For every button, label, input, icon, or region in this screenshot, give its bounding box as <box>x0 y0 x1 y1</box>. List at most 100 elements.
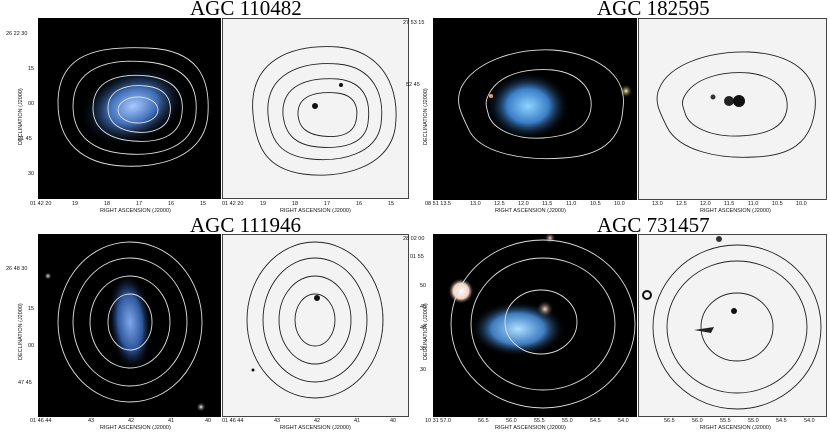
ytick: 21 45 <box>18 136 32 142</box>
hi-peak-marker <box>724 96 734 106</box>
hi-contours-map-agc-111946 <box>246 241 384 399</box>
xtick: 40 <box>390 418 397 424</box>
hi-map-agc-110482 <box>222 18 409 199</box>
xlabel-agc-182595: RIGHT ASCENSION (J2000) <box>495 208 566 214</box>
ytick: 00 <box>28 101 35 107</box>
xtick: 55.0 <box>562 418 573 424</box>
xlabel-agc-731457: RIGHT ASCENSION (J2000) <box>495 425 566 431</box>
ytick: 00 <box>28 343 35 349</box>
xtick: 18 <box>292 201 299 207</box>
xtick: 55.5 <box>534 418 545 424</box>
xtick: 01 42 20 <box>222 201 244 207</box>
xtick: 11.0 <box>566 201 577 207</box>
xtick: 55.0 <box>748 418 759 424</box>
xtick: 42 <box>314 418 321 424</box>
xtick: 17 <box>324 201 331 207</box>
xlabel-right-agc-182595: RIGHT ASCENSION (J2000) <box>700 208 771 214</box>
xtick: 54.0 <box>804 418 815 424</box>
ytick: 47 45 <box>18 380 32 386</box>
xtick: 12.5 <box>676 201 687 207</box>
ytick: 45 <box>420 304 427 310</box>
xtick: 43 <box>274 418 281 424</box>
xtick: 55.5 <box>720 418 731 424</box>
xtick: 01 46 44 <box>30 418 52 424</box>
xlabel-right-agc-731457: RIGHT ASCENSION (J2000) <box>700 425 771 431</box>
xtick: 11.5 <box>542 201 553 207</box>
figure-title-agc-182595: AGC 182595 <box>597 0 710 20</box>
hi-contours-map-agc-110482 <box>252 46 397 176</box>
xtick: 18 <box>104 201 111 207</box>
ytick: 30 <box>420 367 427 373</box>
xtick: 08 51 13.5 <box>425 201 451 207</box>
figure-title-agc-111946: AGC 111946 <box>190 213 302 237</box>
xtick: 56.5 <box>664 418 675 424</box>
xtick: 15 <box>200 201 207 207</box>
xtick: 11.5 <box>724 201 735 207</box>
optical-image-agc-111946 <box>38 234 221 417</box>
hi-contours-map-agc-731457 <box>642 236 822 410</box>
xtick: 41 <box>354 418 361 424</box>
xtick: 54.5 <box>776 418 787 424</box>
optical-image-agc-182595 <box>433 18 637 200</box>
hi-map-agc-111946 <box>222 234 409 417</box>
ytick: 28 02 00 <box>403 236 425 242</box>
hi-peak-marker <box>731 308 737 314</box>
xtick: 54.0 <box>618 418 629 424</box>
xlabel-right-agc-110482: RIGHT ASCENSION (J2000) <box>280 208 351 214</box>
xtick: 43 <box>88 418 95 424</box>
hi-contours-optical-agc-111946 <box>44 241 206 412</box>
hi-contours-optical-agc-731457 <box>448 234 636 409</box>
hi-map-agc-182595 <box>638 18 827 200</box>
xlabel-right-agc-111946: RIGHT ASCENSION (J2000) <box>280 425 351 431</box>
xtick: 10 31 57.0 <box>425 418 451 424</box>
xtick: 19 <box>72 201 79 207</box>
xtick: 15 <box>388 201 395 207</box>
ytick: 30 <box>28 171 35 177</box>
xtick: 54.5 <box>590 418 601 424</box>
xtick: 01 46 44 <box>222 418 244 424</box>
ytick: 27 53 15 <box>403 20 425 26</box>
ytick: 26 22 30 <box>6 31 28 37</box>
hi-peak-marker <box>314 295 320 301</box>
ylabel-agc-111946: DECLINATION (J2000) <box>18 303 24 360</box>
xtick: 13.0 <box>652 201 663 207</box>
xtick: 42 <box>128 418 135 424</box>
ytick: 26 48 30 <box>6 266 28 272</box>
ytick: 01 55 <box>410 254 424 260</box>
xtick: 10.5 <box>772 201 783 207</box>
xtick: 10.0 <box>796 201 807 207</box>
ytick: 52 45 <box>406 82 420 88</box>
xtick: 10.0 <box>614 201 625 207</box>
optical-image-agc-110482 <box>38 18 221 199</box>
xtick: 11.0 <box>748 201 759 207</box>
figure-title-agc-110482: AGC 110482 <box>190 0 302 20</box>
hi-map-agc-731457 <box>638 234 827 417</box>
xtick: 56.0 <box>692 418 703 424</box>
figure-title-agc-731457: AGC 731457 <box>597 213 710 237</box>
xtick: 56.0 <box>506 418 517 424</box>
xtick: 56.5 <box>478 418 489 424</box>
optical-image-agc-731457 <box>433 234 637 417</box>
xtick: 16 <box>356 201 363 207</box>
xtick: 17 <box>136 201 143 207</box>
xtick: 19 <box>260 201 267 207</box>
hi-contours-map-agc-182595 <box>656 51 816 158</box>
hi-peak-marker <box>312 103 318 109</box>
xtick: 40 <box>205 418 212 424</box>
ytick: 40 <box>420 325 427 331</box>
ytick: 35 <box>420 346 427 352</box>
xtick: 12.0 <box>700 201 711 207</box>
xlabel-agc-111946: RIGHT ASCENSION (J2000) <box>100 425 171 431</box>
xtick: 16 <box>168 201 175 207</box>
xlabel-agc-110482: RIGHT ASCENSION (J2000) <box>100 208 171 214</box>
xtick: 01 42 20 <box>30 201 52 207</box>
ytick: 15 <box>28 66 35 72</box>
xtick: 41 <box>168 418 175 424</box>
xtick: 12.0 <box>518 201 529 207</box>
ylabel-agc-182595: DECLINATION (J2000) <box>423 88 429 145</box>
ytick: 50 <box>420 283 427 289</box>
xtick: 10.5 <box>590 201 601 207</box>
hi-contours-optical-agc-182595 <box>458 49 633 159</box>
xtick: 12.5 <box>494 201 505 207</box>
ytick: 15 <box>28 306 35 312</box>
